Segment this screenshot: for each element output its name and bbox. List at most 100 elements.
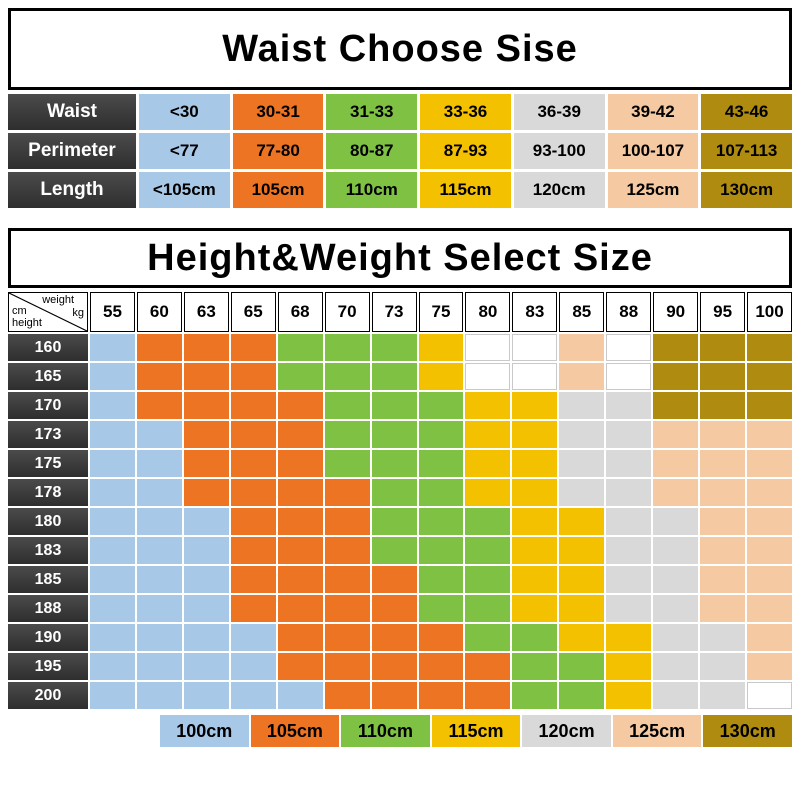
size-cell-188-75	[418, 595, 464, 622]
size-cell-170-100	[747, 392, 792, 419]
size-cell-185-63	[183, 566, 229, 593]
size-cell-188-95	[700, 595, 746, 622]
size-cell-175-73	[371, 450, 417, 477]
size-cell-183-95	[700, 537, 746, 564]
size-cell-180-60	[136, 508, 182, 535]
size-cell-160-90	[653, 334, 699, 361]
height-header-200: 200	[8, 682, 88, 709]
waist-cell-r1-c6: 107-113	[701, 133, 792, 169]
corner-kg-label: kg	[72, 307, 84, 319]
size-cell-185-85	[559, 566, 605, 593]
size-cell-185-73	[371, 566, 417, 593]
size-cell-178-55	[90, 479, 135, 506]
size-cell-165-65	[230, 363, 276, 390]
size-cell-178-68	[277, 479, 323, 506]
legend-110cm: 110cm	[341, 715, 430, 747]
size-cell-183-65	[230, 537, 276, 564]
size-cell-190-100	[747, 624, 792, 651]
size-cell-183-60	[136, 537, 182, 564]
size-cell-170-63	[183, 392, 229, 419]
corner-header-cell: weight kg cm height	[8, 292, 88, 332]
size-cell-173-73	[371, 421, 417, 448]
size-cell-200-63	[183, 682, 229, 709]
waist-row-label-waist: Waist	[8, 94, 136, 130]
size-cell-178-90	[653, 479, 699, 506]
size-cell-170-55	[90, 392, 135, 419]
size-cell-170-75	[418, 392, 464, 419]
waist-cell-r1-c5: 100-107	[607, 133, 699, 169]
size-cell-200-60	[136, 682, 182, 709]
size-cell-175-80	[465, 450, 511, 477]
size-cell-190-75	[418, 624, 464, 651]
size-cell-170-60	[136, 392, 182, 419]
size-cell-173-80	[465, 421, 511, 448]
size-cell-160-100	[747, 334, 792, 361]
waist-cell-r2-c0: <105cm	[139, 172, 230, 208]
size-cell-188-60	[136, 595, 182, 622]
size-cell-188-73	[371, 595, 417, 622]
weight-header-73: 73	[371, 292, 417, 332]
size-cell-170-70	[324, 392, 370, 419]
size-cell-195-83	[512, 653, 558, 680]
size-cell-190-63	[183, 624, 229, 651]
size-cell-165-88	[606, 363, 652, 390]
size-cell-173-68	[277, 421, 323, 448]
size-cell-170-68	[277, 392, 323, 419]
size-cell-180-55	[90, 508, 135, 535]
size-cell-160-88	[606, 334, 652, 361]
size-cell-200-73	[371, 682, 417, 709]
size-cell-175-83	[512, 450, 558, 477]
size-cell-175-90	[653, 450, 699, 477]
corner-cm-label: cm	[12, 305, 27, 317]
size-cell-170-85	[559, 392, 605, 419]
size-cell-178-100	[747, 479, 792, 506]
size-cell-175-70	[324, 450, 370, 477]
size-cell-195-73	[371, 653, 417, 680]
size-cell-165-83	[512, 363, 558, 390]
size-cell-190-88	[606, 624, 652, 651]
size-cell-165-75	[418, 363, 464, 390]
size-cell-170-95	[700, 392, 746, 419]
size-cell-195-88	[606, 653, 652, 680]
waist-cell-r0-c0: <30	[139, 94, 230, 130]
size-cell-200-80	[465, 682, 511, 709]
size-cell-160-63	[183, 334, 229, 361]
size-cell-180-100	[747, 508, 792, 535]
size-cell-173-95	[700, 421, 746, 448]
diagonal-divider	[9, 293, 87, 331]
size-cell-180-85	[559, 508, 605, 535]
waist-row-label-length: Length	[8, 172, 136, 208]
height-header-175: 175	[8, 450, 88, 477]
size-cell-183-85	[559, 537, 605, 564]
size-cell-195-65	[230, 653, 276, 680]
size-cell-173-65	[230, 421, 276, 448]
waist-cell-r2-c3: 115cm	[420, 172, 511, 208]
size-cell-195-63	[183, 653, 229, 680]
size-cell-178-85	[559, 479, 605, 506]
size-cell-190-68	[277, 624, 323, 651]
size-cell-180-75	[418, 508, 464, 535]
waist-cell-r0-c5: 39-42	[607, 94, 699, 130]
size-cell-195-68	[277, 653, 323, 680]
corner-height-label: height	[12, 317, 42, 329]
size-cell-190-55	[90, 624, 135, 651]
weight-header-90: 90	[653, 292, 699, 332]
corner-weight-label: weight	[42, 294, 74, 306]
waist-cell-r2-c6: 130cm	[701, 172, 792, 208]
size-cell-183-83	[512, 537, 558, 564]
legend-130cm: 130cm	[703, 715, 792, 747]
size-cell-200-95	[700, 682, 746, 709]
waist-cell-r2-c2: 110cm	[326, 172, 418, 208]
size-cell-160-80	[465, 334, 511, 361]
size-cell-160-75	[418, 334, 464, 361]
waist-cell-r2-c5: 125cm	[607, 172, 699, 208]
size-cell-178-65	[230, 479, 276, 506]
size-cell-200-85	[559, 682, 605, 709]
height-header-180: 180	[8, 508, 88, 535]
weight-header-65: 65	[230, 292, 276, 332]
size-cell-180-73	[371, 508, 417, 535]
size-cell-188-85	[559, 595, 605, 622]
size-cell-173-60	[136, 421, 182, 448]
weight-header-85: 85	[559, 292, 605, 332]
size-cell-200-88	[606, 682, 652, 709]
